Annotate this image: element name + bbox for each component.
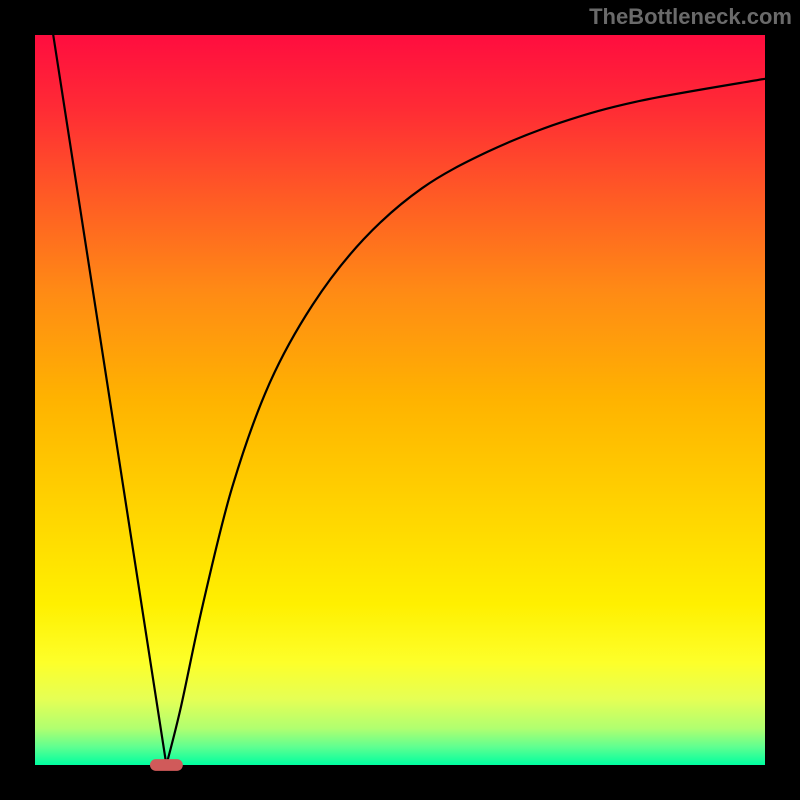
plot-background [35,35,765,765]
chart-container: { "watermark": { "text": "TheBottleneck.… [0,0,800,800]
bottleneck-chart [0,0,800,800]
watermark-text: TheBottleneck.com [589,4,792,30]
minimum-marker [150,759,183,771]
